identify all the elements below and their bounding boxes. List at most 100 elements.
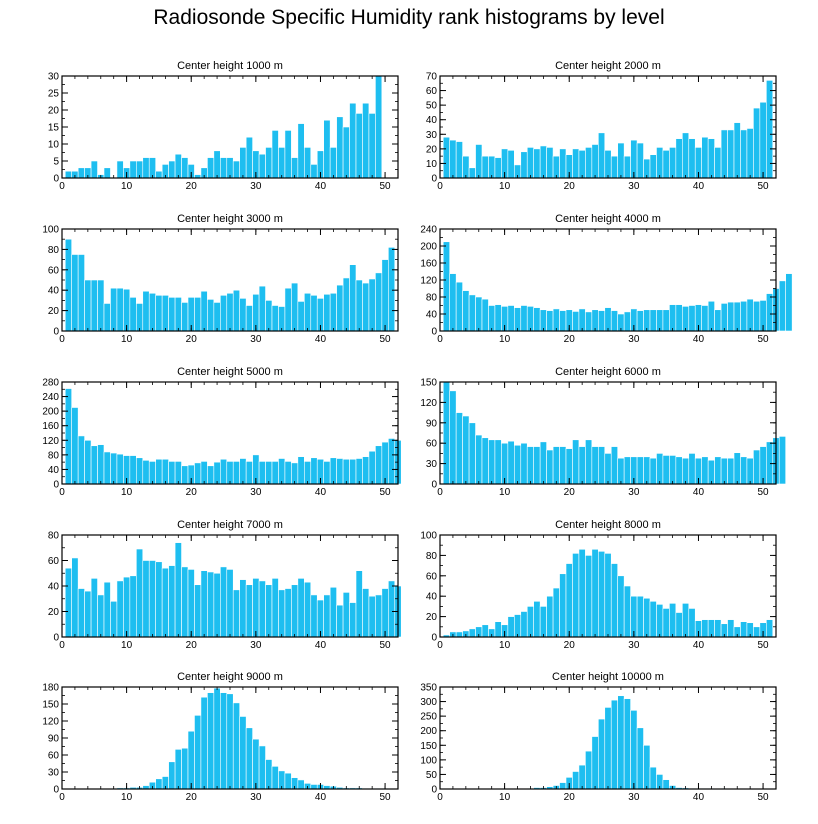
bar-rank-19 [181,747,189,790]
bar-rank-45 [349,458,357,485]
bar-rank-12 [136,303,144,332]
bar-rank-6 [97,279,105,332]
x-tick-label: 50 [380,792,392,803]
bar-rank-34 [278,589,286,638]
y-tick-label: 20 [426,144,438,155]
bar-rank-47 [362,102,370,179]
x-tick-label: 40 [693,640,705,651]
bar-rank-45 [349,264,357,332]
bar-rank-25 [220,294,228,332]
bar-rank-49 [375,445,383,485]
x-tick-label: 20 [564,792,576,803]
bar-rank-42 [329,147,337,179]
bar-rank-11 [129,160,137,179]
bar-rank-46 [355,113,363,179]
x-tick-label: 20 [564,181,576,192]
bar-rank-14 [148,461,156,485]
bar-rank-17 [546,310,554,332]
bar-rank-34 [656,604,664,638]
bar-rank-17 [168,297,176,332]
bar-rank-43 [714,309,722,332]
bar-rank-6 [475,296,483,332]
bar-rank-34 [656,453,664,485]
bar-rank-38 [682,603,690,638]
bar-rank-35 [662,309,670,332]
bar-rank-24 [591,736,599,790]
bar-rank-33 [271,461,279,485]
y-tick-label: 300 [420,697,437,708]
bar-rank-32 [265,300,273,332]
bar-rank-28 [617,457,625,485]
bar-rank-29 [623,585,631,638]
bar-rank-26 [226,292,234,332]
y-tick-label: 80 [426,293,438,304]
bar-rank-19 [559,446,567,485]
bar-rank-19 [559,310,567,332]
bar-rank-42 [707,300,715,332]
x-tick-label: 40 [693,181,705,192]
bar-rank-22 [578,548,586,638]
bar-rank-29 [245,461,253,485]
bar-rank-34 [278,147,286,179]
y-tick-label: 80 [426,551,438,562]
bar-rank-33 [271,130,279,179]
x-tick-label: 10 [499,487,511,498]
bar-rank-20 [187,569,195,638]
bar-rank-24 [213,302,221,332]
y-tick-label: 70 [426,72,438,83]
bar-rank-11 [129,297,137,332]
bar-rank-25 [598,551,606,638]
bar-rank-53 [778,280,786,332]
x-tick-label: 50 [758,334,770,345]
bar-rank-9 [494,621,502,638]
bar-rank-43 [336,284,344,332]
bar-rank-27 [610,446,618,485]
bar-rank-31 [258,153,266,179]
y-tick-label: 120 [42,717,59,728]
bar-rank-37 [297,456,305,485]
bar-rank-18 [174,461,182,485]
bar-rank-5 [468,628,476,638]
bar-rank-22 [200,290,208,332]
bar-rank-51 [766,441,774,485]
x-tick-label: 10 [121,334,133,345]
bar-rank-19 [559,148,567,179]
bar-rank-26 [604,553,612,638]
bar-rank-1 [442,381,450,485]
bar-rank-12 [514,614,522,638]
bar-rank-21 [194,715,202,790]
y-tick-label: 80 [48,245,60,256]
y-tick-label: 160 [420,259,437,270]
bar-rank-8 [488,439,496,485]
bar-rank-45 [727,457,735,485]
bar-rank-7 [481,624,489,638]
panel-title: Center height 2000 m [555,60,661,72]
y-tick-label: 240 [42,392,59,403]
bar-rank-32 [643,744,651,790]
bar-rank-23 [207,299,215,332]
y-tick-label: 60 [426,439,438,450]
bar-rank-22 [578,764,586,790]
bar-rank-30 [252,738,260,790]
bar-rank-48 [368,595,376,638]
bar-rank-26 [604,453,612,485]
x-tick-label: 10 [499,181,511,192]
x-tick-label: 20 [186,334,198,345]
chart-panel-7: Center height 7000 m 0 10 20 30 40 50 0 20 40 60 80 [48,519,402,651]
y-tick-label: 40 [426,592,438,603]
bar-rank-39 [688,138,696,179]
x-tick-label: 30 [250,181,262,192]
bar-rank-43 [336,604,344,638]
bar-rank-28 [617,695,625,790]
bar-rank-23 [207,157,215,179]
bar-rank-37 [297,578,305,638]
bar-rank-44 [720,129,728,179]
x-tick-label: 0 [59,487,65,498]
bar-rank-21 [572,311,580,332]
bar-rank-23 [585,147,593,179]
bar-rank-41 [701,456,709,485]
panel-title: Center height 1000 m [177,60,283,72]
x-tick-label: 20 [186,640,198,651]
bar-rank-51 [388,438,396,485]
